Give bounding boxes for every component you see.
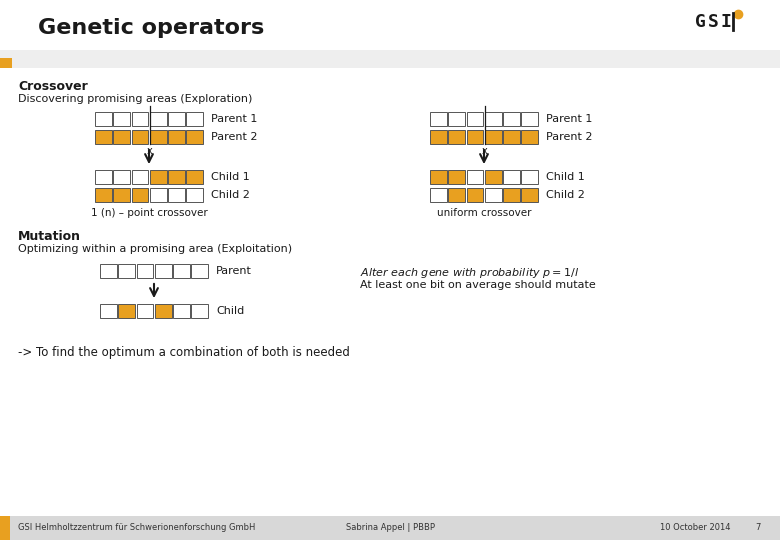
Bar (168, 112, 185, 126)
Bar (113, 130, 130, 144)
Text: Child 1: Child 1 (211, 172, 250, 182)
Bar (132, 170, 148, 184)
Bar (484, 112, 502, 126)
Bar (186, 130, 203, 144)
Text: Genetic operators: Genetic operators (38, 18, 264, 38)
Bar (503, 112, 519, 126)
Bar (430, 170, 447, 184)
Bar (173, 304, 190, 318)
Bar (136, 304, 153, 318)
Bar (484, 130, 502, 144)
Text: Sabrina Appel | PBBP: Sabrina Appel | PBBP (346, 523, 434, 532)
Bar (95, 130, 112, 144)
Text: G: G (695, 13, 706, 31)
Bar (186, 170, 203, 184)
Text: x: x (147, 146, 153, 156)
Bar (484, 170, 502, 184)
Text: Crossover: Crossover (18, 80, 87, 93)
Text: uniform crossover: uniform crossover (437, 208, 531, 218)
Bar (0, 0, 780, 58)
Bar (191, 304, 208, 318)
Bar (430, 130, 447, 144)
Bar (113, 112, 130, 126)
Text: Optimizing within a promising area (Exploitation): Optimizing within a promising area (Expl… (18, 244, 292, 254)
Bar (168, 170, 185, 184)
Bar (132, 188, 148, 202)
Bar (173, 264, 190, 278)
Bar (466, 170, 484, 184)
Text: 7: 7 (755, 523, 760, 532)
Text: Alter each gene with probability $p=1/l$: Alter each gene with probability $p=1/l$ (360, 266, 580, 280)
Bar (0, 516, 10, 540)
Bar (95, 112, 112, 126)
Bar (448, 170, 465, 184)
Text: Parent: Parent (216, 266, 252, 276)
Text: Parent 1: Parent 1 (211, 114, 257, 124)
Bar (521, 130, 538, 144)
Text: Discovering promising areas (Exploration): Discovering promising areas (Exploration… (18, 94, 253, 104)
Text: At least one bit on average should mutate: At least one bit on average should mutat… (360, 280, 596, 290)
Bar (119, 264, 135, 278)
Bar (95, 170, 112, 184)
Bar (430, 112, 447, 126)
Text: -> To find the optimum a combination of both is needed: -> To find the optimum a combination of … (18, 346, 350, 359)
Bar (521, 112, 538, 126)
Bar (466, 130, 484, 144)
Bar (150, 170, 166, 184)
Bar (521, 170, 538, 184)
Bar (0, 0, 780, 50)
Text: Mutation: Mutation (18, 230, 81, 243)
Bar (484, 188, 502, 202)
Bar (448, 112, 465, 126)
Bar (466, 188, 484, 202)
Text: Parent 2: Parent 2 (546, 132, 593, 142)
Bar (186, 112, 203, 126)
Bar (191, 264, 208, 278)
Bar (132, 112, 148, 126)
Text: GSI Helmholtzzentrum für Schwerionenforschung GmbH: GSI Helmholtzzentrum für Schwerionenfors… (18, 523, 255, 532)
Text: I: I (720, 13, 731, 31)
Bar (150, 130, 166, 144)
Bar (95, 188, 112, 202)
Bar (113, 188, 130, 202)
Bar (100, 304, 117, 318)
Bar (119, 304, 135, 318)
Bar (136, 264, 153, 278)
Text: Child 2: Child 2 (546, 190, 585, 200)
Bar (503, 170, 519, 184)
Text: Parent 1: Parent 1 (546, 114, 592, 124)
Bar (466, 112, 484, 126)
Bar (503, 188, 519, 202)
Text: S: S (708, 13, 719, 31)
Bar (0, 58, 780, 68)
Text: 10 October 2014: 10 October 2014 (660, 523, 731, 532)
Text: 1 (n) – point crossover: 1 (n) – point crossover (90, 208, 207, 218)
Bar (154, 304, 172, 318)
Bar (132, 130, 148, 144)
Text: x: x (482, 146, 488, 156)
Bar (113, 170, 130, 184)
Bar (521, 188, 538, 202)
Bar (0, 58, 12, 68)
Bar (100, 264, 117, 278)
Text: Child 1: Child 1 (546, 172, 585, 182)
Text: Child: Child (216, 306, 244, 316)
Text: Child 2: Child 2 (211, 190, 250, 200)
Bar (503, 130, 519, 144)
Bar (186, 188, 203, 202)
Bar (430, 188, 447, 202)
Bar (448, 188, 465, 202)
Bar (448, 130, 465, 144)
Bar (154, 264, 172, 278)
Bar (150, 112, 166, 126)
Bar (0, 516, 780, 540)
Text: Parent 2: Parent 2 (211, 132, 257, 142)
Bar (150, 188, 166, 202)
Bar (168, 130, 185, 144)
Bar (168, 188, 185, 202)
